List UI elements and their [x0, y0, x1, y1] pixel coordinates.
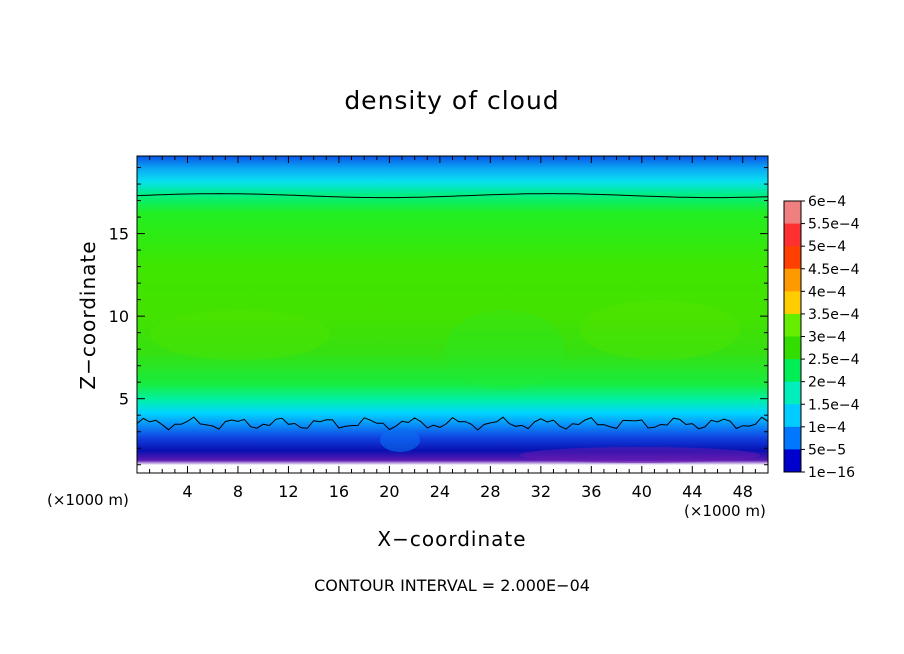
x-axis-unit-right: (×1000 m) [684, 502, 766, 520]
x-axis-ticks: 4 8 12 16 20 24 28 32 36 40 44 48 [149, 156, 756, 501]
x-axis-unit-left: (×1000 m) [47, 491, 129, 509]
colorbar-swatch [784, 336, 801, 360]
x-axis-label: X−coordinate [377, 527, 527, 551]
colorbar-swatch [784, 404, 801, 428]
colorbar-label: 2.5e−4 [808, 352, 860, 368]
colorbar-swatch [784, 449, 801, 473]
x-tick-label: 36 [581, 482, 601, 501]
colorbar-swatch [784, 313, 801, 337]
contour-line [136, 416, 769, 431]
colorbar-label: 5e−5 [808, 442, 846, 458]
colorbar-label: 2e−4 [808, 375, 846, 391]
colorbar-swatch [784, 426, 801, 450]
contour-line [136, 193, 769, 199]
x-tick-label: 16 [329, 482, 349, 501]
colorbar-label: 3.5e−4 [808, 307, 860, 323]
colorbar-label: 5e−4 [808, 239, 846, 255]
y-tick-label: 5 [119, 390, 129, 409]
colorbar-swatch [784, 381, 801, 405]
colorbar-label: 1.5e−4 [808, 397, 860, 413]
colorbar-label: 6e−4 [808, 194, 846, 210]
colorbar-swatch [784, 268, 801, 292]
colorbar-label: 4.5e−4 [808, 262, 860, 278]
x-tick-label: 32 [531, 482, 551, 501]
colorbar: 6e−4 5.5e−4 5e−4 4.5e−4 4e−4 3.5e−4 3e−4 2.5e−4… [783, 194, 860, 481]
x-tick-label: 20 [379, 482, 399, 501]
colorbar-label: 5.5e−4 [808, 217, 860, 233]
colorbar-label: 3e−4 [808, 330, 846, 346]
x-tick-label: 8 [233, 482, 243, 501]
colorbar-swatch [784, 359, 801, 383]
x-tick-label: 12 [278, 482, 298, 501]
field-texture [150, 300, 760, 463]
colorbar-label: 4e−4 [808, 284, 846, 300]
x-tick-label: 44 [682, 482, 702, 501]
x-tick-label: 48 [733, 482, 753, 501]
x-tick-label: 28 [480, 482, 500, 501]
colorbar-swatch [784, 223, 801, 247]
contour-lines [136, 193, 769, 431]
chart-title: density of cloud [344, 86, 560, 115]
x-tick-label: 24 [430, 482, 450, 501]
colorbar-swatch [784, 201, 801, 225]
colorbar-label: 1e−4 [808, 420, 846, 436]
y-tick-label: 15 [109, 225, 129, 244]
colorbar-swatch [784, 246, 801, 270]
y-axis-ticks: 5 10 15 [109, 167, 768, 466]
x-tick-label: 4 [182, 482, 192, 501]
colorbar-swatch [784, 291, 801, 315]
colorbar-label: 1e−16 [808, 465, 855, 481]
contour-interval-note: CONTOUR INTERVAL = 2.000E−04 [314, 576, 590, 595]
y-axis-label: Z−coordinate [76, 240, 100, 390]
x-tick-label: 40 [632, 482, 652, 501]
y-tick-label: 10 [109, 307, 129, 326]
